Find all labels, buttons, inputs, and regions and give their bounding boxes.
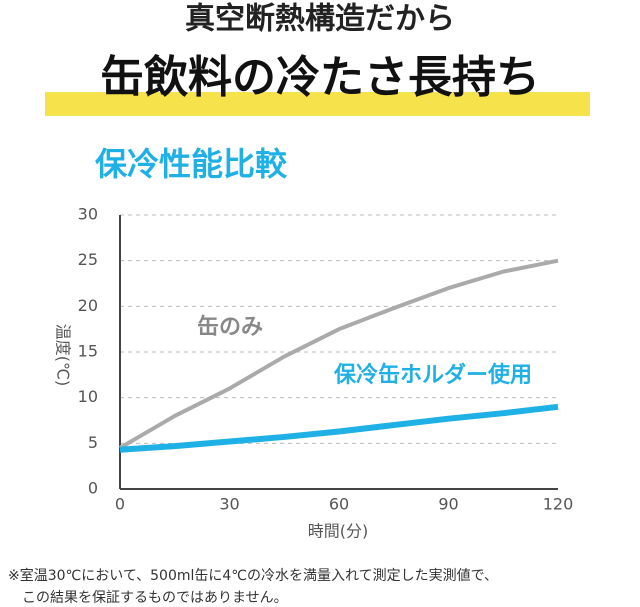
series-label: 缶のみ xyxy=(197,314,263,340)
x-tick-label: 30 xyxy=(219,495,239,514)
headline-main: 缶飲料の冷たさ長持ち xyxy=(100,52,540,103)
y-tick-label: 15 xyxy=(78,342,98,361)
y-tick-label: 0 xyxy=(88,479,98,498)
series-line xyxy=(119,403,559,453)
y-tick-label: 5 xyxy=(88,433,98,452)
chart-title: 保冷性能比較 xyxy=(95,145,288,183)
y-tick-label: 25 xyxy=(78,250,98,269)
series-label: 保冷缶ホルダー使用 xyxy=(333,362,532,388)
y-tick-label: 10 xyxy=(78,387,98,406)
footnote: ※室温30℃において、500ml缶に4℃の冷水を満量入れて測定した実測値で、 xyxy=(8,567,498,584)
x-axis-label: 時間(分) xyxy=(308,522,369,541)
x-tick-label: 90 xyxy=(438,495,458,514)
highlight xyxy=(45,92,590,116)
y-tick-label: 30 xyxy=(78,205,98,224)
headline: 真空断熱構造だから xyxy=(185,2,455,37)
x-tick-label: 120 xyxy=(543,495,574,514)
x-tick-label: 60 xyxy=(329,495,349,514)
footnote: この結果を保証するものではありません。 xyxy=(22,590,288,606)
y-tick-label: 20 xyxy=(78,296,98,315)
x-tick-label: 0 xyxy=(115,495,125,514)
series-line xyxy=(118,258,559,450)
y-axis-label: 温度(℃) xyxy=(54,324,73,386)
